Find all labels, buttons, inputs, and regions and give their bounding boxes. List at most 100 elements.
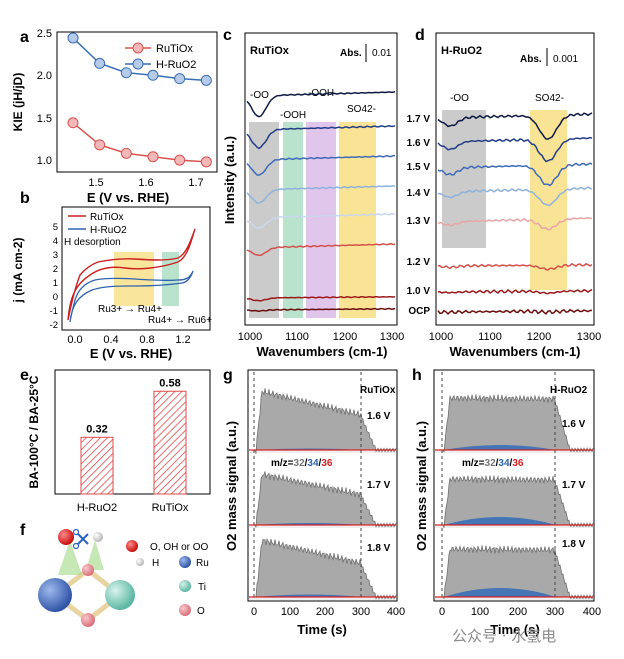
legend-b-rutiox: RuTiOx (90, 212, 124, 223)
mz-32-h: 32 (485, 458, 497, 469)
title-h: H-RuO2 (550, 385, 588, 396)
spectrum-line (437, 112, 593, 140)
potential-d-4: 1.3 V (407, 216, 431, 227)
band-label-c-oo: -OO (250, 90, 269, 101)
mass-area-32 (435, 545, 593, 599)
panel-label-h: h (412, 367, 422, 384)
panel-label-e: e (20, 367, 29, 384)
spectrum-line (437, 262, 593, 271)
legend-b-hruo2: H-RuO2 (90, 225, 127, 236)
xtick-a-2: 1.7 (188, 177, 203, 189)
legend-f-adsorbate: O, OH or OO (150, 542, 209, 553)
legend-f-h: H (152, 558, 159, 569)
data-point (174, 73, 186, 85)
xtick-c-1: 1100 (285, 331, 309, 343)
atom-o-bottom (81, 613, 95, 627)
bar-H-RuO2 (80, 436, 114, 495)
legend-f-o-marker (179, 604, 191, 616)
potential-d-7: OCP (408, 306, 430, 317)
potential-g-0: 1.6 V (367, 411, 391, 422)
legend-f-ti-marker (179, 580, 191, 592)
scissors-icon (72, 528, 89, 550)
xlabel-d: Wavenumbers (cm-1) (450, 344, 581, 359)
band-label-d-oo: -OO (450, 93, 469, 104)
spectra-group-c (246, 90, 396, 313)
potential-d-2: 1.5 V (407, 162, 431, 173)
data-point (147, 69, 159, 81)
interaction-zone-2 (86, 540, 104, 570)
mass-trace-32 (435, 474, 594, 529)
title-g: RuTiOx (360, 385, 396, 396)
legend-f: O, OH or OO H Ru Ti O (126, 540, 209, 617)
xtick-h-4: 400 (583, 606, 601, 618)
mass-trace-32 (249, 471, 397, 528)
atom-h (93, 532, 103, 542)
annotation-h-desorption: H desorption (64, 237, 121, 248)
mass-area-32 (249, 539, 396, 599)
xtick-labels-d: 1000 1100 1200 1300 (429, 331, 601, 343)
data-point (120, 147, 132, 159)
mz-prefix-h: m/z= (462, 458, 485, 469)
ytick-a-1: 1.5 (37, 113, 52, 125)
atom-o-top (82, 564, 94, 576)
ylabel-a: KIE (jH/jD) (11, 73, 25, 132)
panel-label-c: c (223, 27, 232, 44)
potential-g-2: 1.8 V (367, 543, 391, 554)
legend-f-h-marker (136, 558, 144, 566)
band-label-c-ooh-1: -OOH (280, 110, 306, 121)
spectrum-line (437, 162, 593, 187)
mass-area-32 (435, 394, 593, 453)
potential-labels-d: 1.7 V 1.6 V 1.5 V 1.4 V 1.3 V 1.2 V 1.0 … (407, 114, 431, 317)
xtick-h-2: 200 (509, 606, 527, 618)
mz-prefix-g: m/z= (271, 458, 294, 469)
spectrum-line (437, 217, 593, 231)
mass-trace-32 (249, 537, 397, 600)
potential-d-1: 1.6 V (407, 138, 431, 149)
xtick-labels-c: 1000 1100 1200 1300 (238, 331, 404, 343)
xtick-g-4: 400 (387, 606, 405, 618)
data-point (200, 156, 212, 168)
panel-a: a 1.0 1.5 2.0 2.5 1.5 1.6 1.7 E (V vs. R… (11, 28, 218, 205)
plot-frame-b (61, 206, 211, 331)
xtick-b-2: 0.8 (139, 334, 154, 346)
ytick-a-0: 1.0 (37, 155, 52, 167)
legend-f-o: O (197, 606, 205, 617)
band-c-so4 (339, 122, 376, 318)
mass-trace-32 (435, 394, 594, 453)
spectrum-line (246, 295, 396, 302)
scale-label-d: Abs. (520, 54, 542, 65)
plot-frame-d (435, 32, 595, 326)
ytick-labels-a: 1.0 1.5 2.0 2.5 (37, 28, 52, 167)
ytick-b-2: 0 (53, 292, 58, 303)
spectrum-line (246, 212, 396, 229)
ytick-b-7: 5 (53, 222, 58, 233)
xtick-d-1: 1100 (478, 331, 502, 343)
band-c-oo (249, 122, 279, 318)
mass-area-34 (444, 517, 556, 525)
mass-area-32 (435, 475, 593, 528)
potential-h-2: 1.8 V (562, 539, 586, 550)
mz-32-g: 32 (294, 458, 306, 469)
spectrum-line (246, 242, 396, 257)
spectrum-line (246, 185, 396, 204)
spectrum-line (437, 136, 593, 163)
xtick-labels-h: 0 100 200 300 400 (439, 606, 601, 618)
panel-c: c RuTiOx Abs. 0.01 -OO -OOH -OOH SO42- 1… (222, 27, 404, 359)
spectrum-line (437, 308, 593, 315)
xtick-e-0: H-RuO2 (77, 502, 117, 514)
plot-frame-a (56, 31, 218, 173)
mz-34-g: 34 (307, 458, 319, 469)
series-line-0 (72, 122, 207, 163)
xtick-g-0: 0 (251, 606, 257, 618)
panel-label-a: a (20, 29, 29, 46)
xtick-c-0: 1000 (238, 331, 262, 343)
mz-36-g: 36 (321, 458, 333, 469)
xlabel-b: E (V vs. RHE) (90, 346, 172, 361)
scale-value-d: 0.001 (553, 54, 578, 65)
spectrum-line (246, 124, 396, 150)
band-d-oo (442, 110, 486, 248)
series-group-a (67, 32, 212, 168)
xlabel-a: E (V vs. RHE) (87, 190, 169, 205)
xtick-b-0: 0.0 (67, 334, 82, 346)
spectra-group-d (437, 112, 593, 315)
